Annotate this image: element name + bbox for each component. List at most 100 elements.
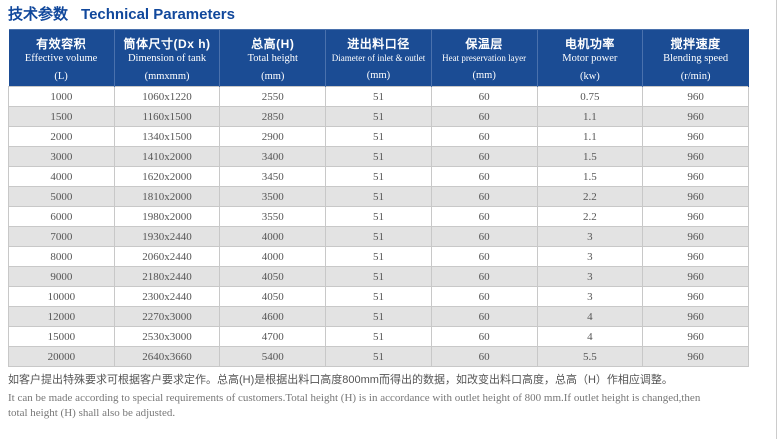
table-cell: 60 [430, 326, 538, 347]
table-cell: 2640x3660 [113, 346, 221, 367]
table-cell: 60 [430, 206, 538, 227]
table-cell: 60 [430, 146, 538, 167]
column-header-en: Total height [247, 53, 298, 64]
table-row: 5000 1810x2000 3500 51 60 2.2 960 [8, 186, 749, 207]
table-header: 有效容积 Effective volume (L) 筒体尺寸(Dx h) Dimensi… [8, 29, 749, 87]
table-cell: 960 [642, 246, 749, 267]
table-cell: 60 [430, 246, 538, 267]
table-cell: 60 [430, 226, 538, 247]
table-cell: 1410x2000 [113, 146, 221, 167]
page-title-en: Technical Parameters [81, 6, 235, 23]
column-header-en: Heat preservation layer [442, 53, 527, 63]
table-cell: 4 [536, 326, 644, 347]
footnote-en-line1: It can be made according to special requ… [8, 392, 701, 404]
table-cell: 960 [642, 306, 749, 327]
table-cell: 1500 [8, 106, 115, 127]
table-cell: 51 [325, 346, 432, 367]
table-cell: 4050 [219, 286, 327, 307]
table-cell: 3 [536, 286, 644, 307]
column-header-unit: (kw) [579, 71, 600, 82]
table-cell: 960 [642, 186, 749, 207]
table-cell: 60 [430, 266, 538, 287]
table-cell: 4000 [219, 246, 327, 267]
table-cell: 12000 [8, 306, 115, 327]
table-cell: 1930x2440 [113, 226, 221, 247]
table-row: 9000 2180x2440 4050 51 60 3 960 [8, 266, 749, 287]
table-row: 12000 2270x3000 4600 51 60 4 960 [8, 306, 749, 327]
column-header: 搅拌速度 Blending speed (r/min) [642, 29, 749, 87]
column-header-zh: 保温层 [465, 37, 503, 51]
table-cell: 1160x1500 [113, 106, 221, 127]
table-cell: 4050 [219, 266, 327, 287]
table-cell: 2.2 [536, 186, 644, 207]
table-cell: 51 [325, 146, 432, 167]
table-cell: 1.1 [536, 126, 644, 147]
table-cell: 1060x1220 [113, 86, 221, 107]
table-cell: 2000 [8, 126, 115, 147]
table-cell: 51 [325, 306, 432, 327]
table-cell: 960 [642, 286, 749, 307]
table-cell: 5.5 [536, 346, 644, 367]
table-cell: 3 [536, 246, 644, 267]
parameters-table: 有效容积 Effective volume (L) 筒体尺寸(Dx h) Dimensi… [8, 29, 749, 367]
column-header: 保温层 Heat preservation layer (mm) [431, 29, 538, 87]
page-title: 技术参数 Technical Parameters [0, 0, 780, 23]
table-cell: 960 [642, 86, 749, 107]
table-cell: 3550 [219, 206, 327, 227]
table-cell: 4000 [219, 226, 327, 247]
table-cell: 60 [430, 86, 538, 107]
table-cell: 2270x3000 [113, 306, 221, 327]
table-cell: 2300x2440 [113, 286, 221, 307]
table-row: 1000 1060x1220 2550 51 60 0.75 960 [8, 86, 749, 107]
table-cell: 15000 [8, 326, 115, 347]
table-cell: 2900 [219, 126, 327, 147]
table-cell: 51 [325, 286, 432, 307]
table-cell: 4700 [219, 326, 327, 347]
table-cell: 10000 [8, 286, 115, 307]
column-header-unit: (L) [54, 71, 68, 82]
table-cell: 51 [325, 106, 432, 127]
table-cell: 60 [430, 166, 538, 187]
table-cell: 1340x1500 [113, 126, 221, 147]
table-cell: 60 [430, 306, 538, 327]
table-cell: 960 [642, 266, 749, 287]
table-cell: 3 [536, 226, 644, 247]
table-row: 4000 1620x2000 3450 51 60 1.5 960 [8, 166, 749, 187]
column-header-unit: (mm) [261, 71, 285, 82]
column-header-zh: 电机功率 [564, 37, 615, 51]
table-cell: 5400 [219, 346, 327, 367]
column-header-en: Diameter of inlet & outlet [331, 53, 426, 63]
table-cell: 4600 [219, 306, 327, 327]
table-cell: 51 [325, 326, 432, 347]
table-cell: 3500 [219, 186, 327, 207]
column-header-unit: (mm) [472, 70, 496, 81]
column-header-en: Motor power [562, 53, 618, 64]
table-cell: 1.5 [536, 166, 644, 187]
table-cell: 0.75 [536, 86, 644, 107]
table-cell: 960 [642, 166, 749, 187]
table-header-row: 有效容积 Effective volume (L) 筒体尺寸(Dx h) Dimensi… [8, 29, 749, 87]
column-header-unit: (mm) [366, 70, 391, 81]
page-title-zh: 技术参数 [8, 6, 69, 23]
table-cell: 960 [642, 146, 749, 167]
table-cell: 51 [325, 186, 432, 207]
page-edge-divider [776, 0, 777, 439]
table-cell: 4000 [8, 166, 115, 187]
table-cell: 960 [642, 226, 749, 247]
table-cell: 51 [325, 206, 432, 227]
column-header-zh: 进出料口径 [347, 37, 410, 51]
table-cell: 8000 [8, 246, 115, 267]
table-cell: 1620x2000 [113, 166, 221, 187]
table-cell: 51 [325, 226, 432, 247]
column-header-zh: 搅拌速度 [670, 37, 721, 51]
table-cell: 51 [325, 86, 432, 107]
table-cell: 60 [430, 186, 538, 207]
column-header-en: Blending speed [663, 53, 729, 64]
footnote-zh: 如客户提出特殊要求可根据客户要求定作。总高(H)是根据出料口高度800mm而得出… [8, 374, 673, 386]
table-row: 20000 2640x3660 5400 51 60 5.5 960 [8, 346, 749, 367]
table-cell: 2850 [219, 106, 327, 127]
table-cell: 2550 [219, 86, 327, 107]
table-cell: 960 [642, 126, 749, 147]
table-cell: 20000 [8, 346, 115, 367]
